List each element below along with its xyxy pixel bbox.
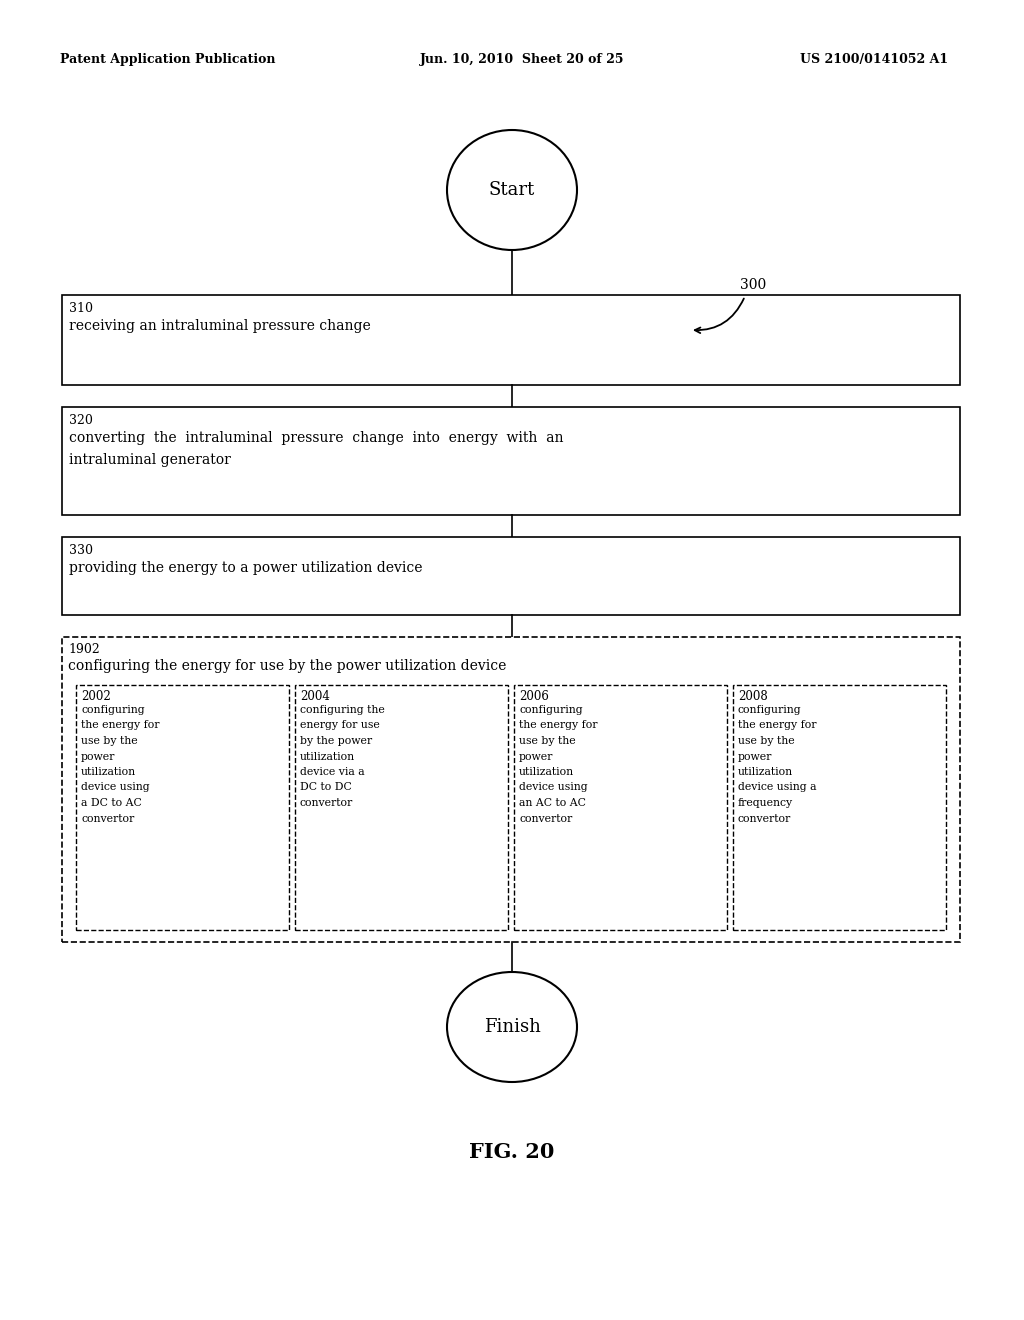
Text: Start: Start — [488, 181, 536, 199]
Text: convertor: convertor — [519, 813, 572, 824]
Text: the energy for: the energy for — [738, 721, 816, 730]
FancyBboxPatch shape — [514, 685, 727, 931]
FancyBboxPatch shape — [733, 685, 946, 931]
Text: 2002: 2002 — [81, 690, 111, 704]
Text: 2006: 2006 — [519, 690, 549, 704]
Text: power: power — [519, 751, 553, 762]
FancyBboxPatch shape — [76, 685, 289, 931]
Text: intraluminal generator: intraluminal generator — [69, 453, 230, 467]
Text: use by the: use by the — [738, 737, 795, 746]
Text: 2008: 2008 — [738, 690, 768, 704]
Text: configuring the: configuring the — [300, 705, 385, 715]
Text: frequency: frequency — [738, 799, 794, 808]
Text: configuring the energy for use by the power utilization device: configuring the energy for use by the po… — [68, 659, 507, 673]
Text: FIG. 20: FIG. 20 — [469, 1142, 555, 1162]
Text: configuring: configuring — [81, 705, 144, 715]
Text: power: power — [738, 751, 772, 762]
Text: US 2100/0141052 A1: US 2100/0141052 A1 — [800, 54, 948, 66]
Bar — [62, 407, 961, 515]
Text: convertor: convertor — [738, 813, 792, 824]
Text: device using: device using — [81, 783, 150, 792]
Text: utilization: utilization — [81, 767, 136, 777]
Text: power: power — [81, 751, 116, 762]
FancyBboxPatch shape — [62, 638, 961, 942]
Text: a DC to AC: a DC to AC — [81, 799, 141, 808]
Text: the energy for: the energy for — [81, 721, 160, 730]
Bar — [62, 537, 961, 615]
Text: energy for use: energy for use — [300, 721, 380, 730]
Text: convertor: convertor — [81, 813, 134, 824]
Text: providing the energy to a power utilization device: providing the energy to a power utilizat… — [69, 561, 423, 576]
Text: the energy for: the energy for — [519, 721, 597, 730]
FancyBboxPatch shape — [295, 685, 508, 931]
Text: device using: device using — [519, 783, 588, 792]
Text: 320: 320 — [69, 414, 93, 426]
Text: utilization: utilization — [519, 767, 574, 777]
Text: utilization: utilization — [300, 751, 355, 762]
Text: an AC to AC: an AC to AC — [519, 799, 586, 808]
Text: 330: 330 — [69, 544, 93, 557]
Text: DC to DC: DC to DC — [300, 783, 352, 792]
Text: use by the: use by the — [81, 737, 137, 746]
Text: 300: 300 — [740, 279, 766, 292]
Text: device using a: device using a — [738, 783, 816, 792]
Text: device via a: device via a — [300, 767, 365, 777]
Text: convertor: convertor — [300, 799, 353, 808]
Text: 2004: 2004 — [300, 690, 330, 704]
Text: receiving an intraluminal pressure change: receiving an intraluminal pressure chang… — [69, 319, 371, 333]
Text: Patent Application Publication: Patent Application Publication — [60, 54, 275, 66]
Text: Jun. 10, 2010  Sheet 20 of 25: Jun. 10, 2010 Sheet 20 of 25 — [420, 54, 625, 66]
Text: Finish: Finish — [483, 1018, 541, 1036]
Text: by the power: by the power — [300, 737, 372, 746]
Text: 1902: 1902 — [68, 643, 99, 656]
Text: use by the: use by the — [519, 737, 575, 746]
Text: configuring: configuring — [519, 705, 583, 715]
Text: 310: 310 — [69, 302, 93, 315]
Text: utilization: utilization — [738, 767, 794, 777]
Bar — [62, 294, 961, 385]
Text: converting  the  intraluminal  pressure  change  into  energy  with  an: converting the intraluminal pressure cha… — [69, 432, 563, 445]
Text: configuring: configuring — [738, 705, 802, 715]
